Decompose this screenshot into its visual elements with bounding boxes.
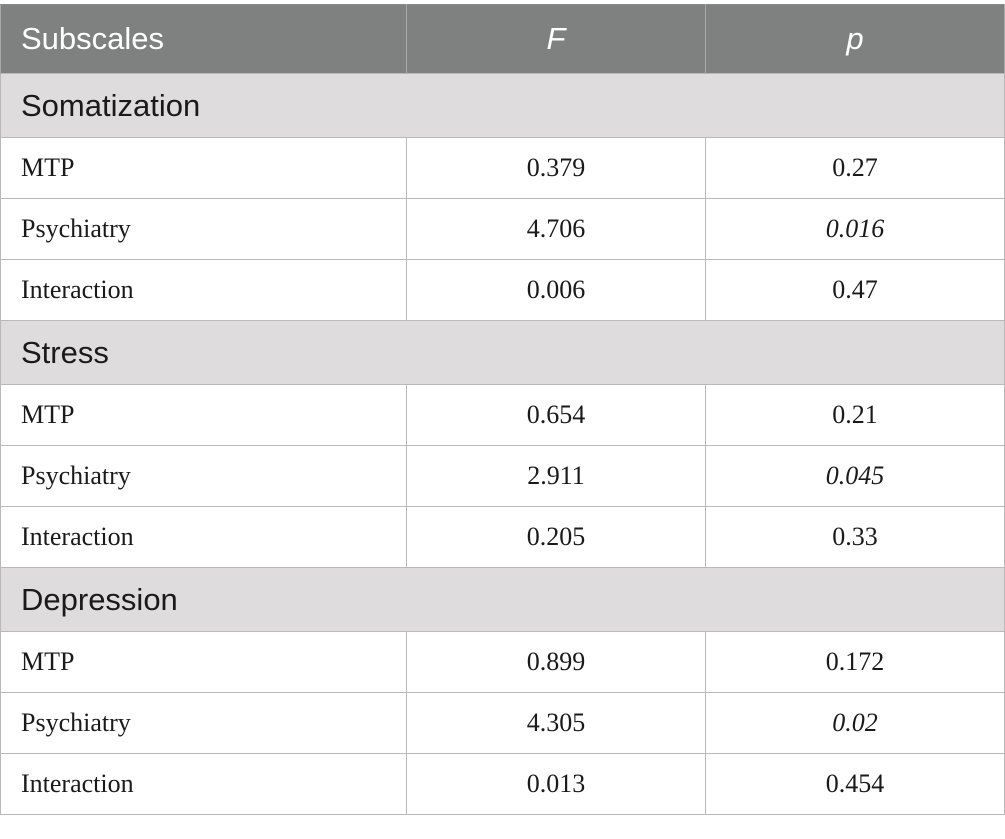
header-subscales: Subscales: [0, 4, 407, 74]
table-row: Interaction 0.013 0.454: [0, 753, 1005, 815]
f-value: 0.006: [406, 259, 706, 321]
group-label: Stress: [0, 320, 1005, 385]
p-value: 0.21: [705, 384, 1005, 446]
p-value: 0.172: [705, 631, 1005, 693]
f-value: 4.706: [406, 198, 706, 260]
table-row: Psychiatry 2.911 0.045: [0, 445, 1005, 507]
row-label: MTP: [0, 137, 407, 199]
table-row: Psychiatry 4.706 0.016: [0, 198, 1005, 260]
f-value: 0.899: [406, 631, 706, 693]
p-value: 0.47: [705, 259, 1005, 321]
group-row-stress: Stress: [0, 320, 1005, 385]
row-label: Psychiatry: [0, 692, 407, 754]
header-p: p: [705, 4, 1005, 74]
table-header-row: Subscales F p: [0, 4, 1005, 74]
row-label: Psychiatry: [0, 198, 407, 260]
table-row: MTP 0.379 0.27: [0, 137, 1005, 199]
group-row-depression: Depression: [0, 567, 1005, 632]
f-value: 0.654: [406, 384, 706, 446]
row-label: MTP: [0, 631, 407, 693]
group-label: Somatization: [0, 73, 1005, 138]
f-value: 0.205: [406, 506, 706, 568]
row-label: Interaction: [0, 753, 407, 815]
row-label: Interaction: [0, 259, 407, 321]
p-value-significant: 0.045: [705, 445, 1005, 507]
row-label: Psychiatry: [0, 445, 407, 507]
table-row: Interaction 0.205 0.33: [0, 506, 1005, 568]
table-row: MTP 0.899 0.172: [0, 631, 1005, 693]
f-value: 2.911: [406, 445, 706, 507]
row-label: Interaction: [0, 506, 407, 568]
row-label: MTP: [0, 384, 407, 446]
p-value-significant: 0.02: [705, 692, 1005, 754]
p-value: 0.33: [705, 506, 1005, 568]
group-label: Depression: [0, 567, 1005, 632]
table-row: MTP 0.654 0.21: [0, 384, 1005, 446]
f-value: 0.379: [406, 137, 706, 199]
header-f: F: [406, 4, 706, 74]
f-value: 0.013: [406, 753, 706, 815]
table-row: Psychiatry 4.305 0.02: [0, 692, 1005, 754]
p-value-significant: 0.016: [705, 198, 1005, 260]
p-value: 0.454: [705, 753, 1005, 815]
anova-table: Subscales F p Somatization MTP 0.379 0.2…: [0, 4, 1005, 815]
f-value: 4.305: [406, 692, 706, 754]
group-row-somatization: Somatization: [0, 73, 1005, 138]
p-value: 0.27: [705, 137, 1005, 199]
table-row: Interaction 0.006 0.47: [0, 259, 1005, 321]
